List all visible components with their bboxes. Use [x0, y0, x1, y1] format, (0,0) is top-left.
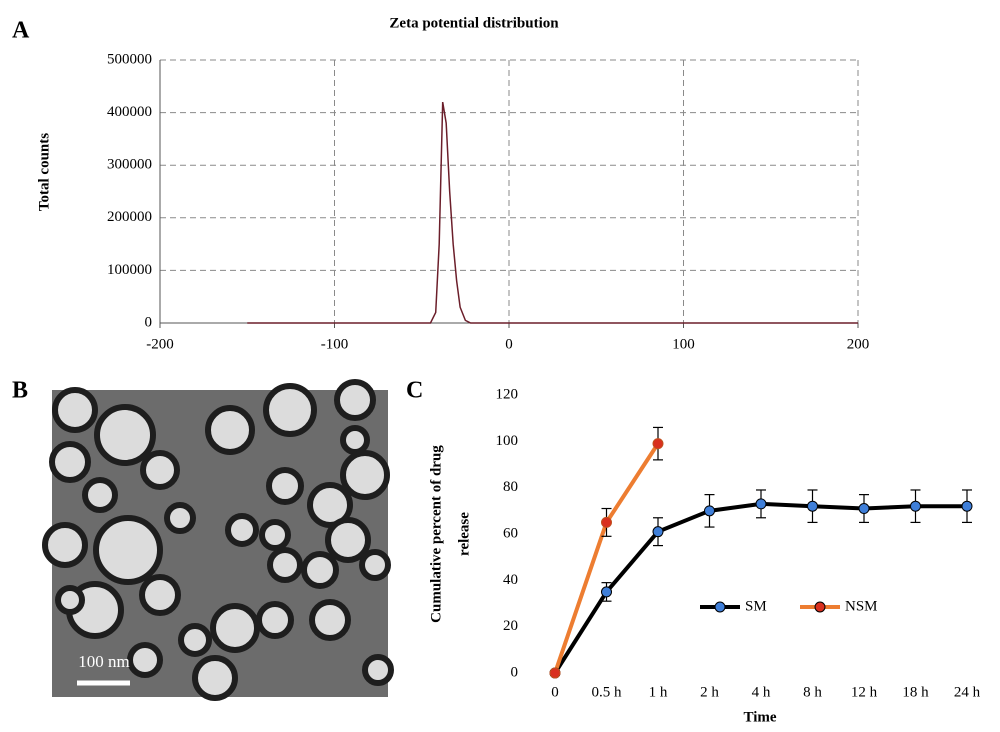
- y-tick-label: 60: [503, 525, 518, 541]
- x-tick-label: 24 h: [954, 684, 981, 700]
- legend-label: SM: [745, 598, 767, 614]
- y-tick-label: 40: [503, 572, 518, 588]
- y-tick-label: 100: [496, 433, 519, 449]
- x-tick-label: 4 h: [752, 684, 771, 700]
- x-tick-label: 8 h: [803, 684, 822, 700]
- x-tick-label: 200: [847, 336, 870, 352]
- x-tick-label: 0: [551, 684, 559, 700]
- x-tick-label: 2 h: [700, 684, 719, 700]
- micrograph: 100 nm: [42, 379, 394, 701]
- y-tick-label: 300000: [107, 157, 152, 173]
- marker: [807, 500, 818, 512]
- x-axis-label: Time: [743, 709, 776, 725]
- y-tick-label: 120: [496, 386, 519, 402]
- legend-label: NSM: [845, 598, 878, 614]
- marker: [601, 516, 612, 528]
- x-tick-label: 1 h: [649, 684, 668, 700]
- panel-label: B: [12, 378, 28, 404]
- y-axis-label: Total counts: [36, 133, 52, 211]
- y-tick-label: 0: [511, 664, 519, 680]
- marker: [961, 500, 973, 512]
- marker: [755, 498, 767, 510]
- marker: [910, 500, 921, 512]
- marker: [858, 503, 870, 515]
- line: [553, 442, 660, 674]
- y-tick-label: 400000: [107, 104, 152, 120]
- marker: [652, 526, 664, 538]
- scale-bar-label: 100 nm: [78, 652, 129, 671]
- marker: [704, 505, 715, 517]
- y-tick-label: 100000: [107, 262, 152, 278]
- panel-label: C: [406, 378, 423, 404]
- y-axis-label: release: [456, 512, 472, 556]
- x-tick-label: 0: [505, 336, 513, 352]
- x-tick-label: 0.5 h: [592, 684, 623, 700]
- y-tick-label: 80: [503, 479, 518, 495]
- x-tick-label: 12 h: [851, 684, 878, 700]
- x-tick-label: 100: [672, 336, 695, 352]
- y-axis-label: Cumulative percent of drug: [428, 445, 444, 623]
- x-tick-label: -200: [146, 336, 174, 352]
- x-tick-label: -100: [321, 336, 349, 352]
- y-tick-label: 200000: [107, 209, 152, 225]
- y-tick-label: 500000: [107, 51, 152, 67]
- marker: [652, 438, 664, 450]
- panel-label: A: [12, 18, 30, 44]
- chart-title: Zeta potential distribution: [389, 15, 559, 31]
- y-tick-label: 0: [145, 314, 153, 330]
- y-tick-label: 20: [503, 618, 518, 634]
- marker: [601, 586, 612, 598]
- line: [553, 501, 967, 675]
- legend-marker: [714, 601, 726, 613]
- line: [247, 101, 858, 324]
- x-tick-label: 18 h: [902, 684, 929, 700]
- marker: [549, 667, 561, 679]
- legend-marker: [814, 601, 826, 613]
